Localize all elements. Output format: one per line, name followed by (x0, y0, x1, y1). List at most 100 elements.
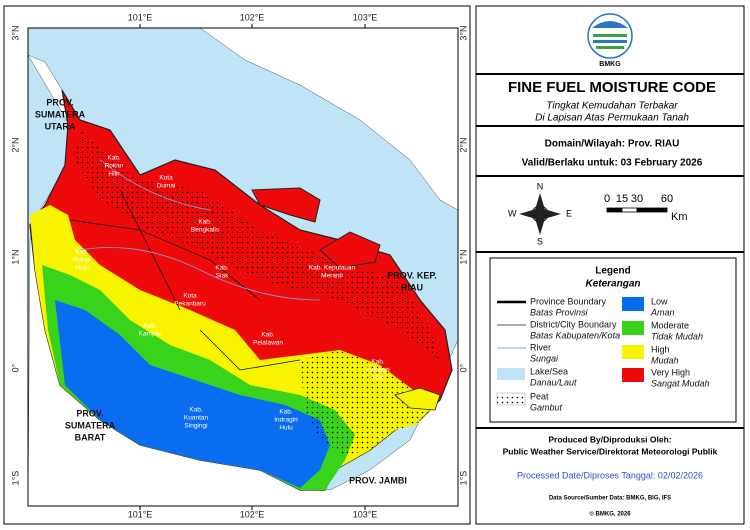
lon-label: 101°E (128, 509, 153, 519)
title: FINE FUEL MOISTURE CODE (508, 79, 716, 96)
logo (587, 13, 633, 59)
lat-label: 1°S (458, 471, 468, 486)
logo-text: BMKG (599, 61, 621, 68)
island (319, 231, 381, 269)
district-label: Kab. (107, 155, 121, 162)
legend-sublabel: Batas Provinsi (530, 307, 589, 317)
district-label: Hilir (372, 375, 384, 382)
legend-subtitle: Keterangan (585, 279, 640, 290)
map-labels: 101°E 101°E 102°E 102°E 103°E 103°E 3°N 3°N 2°N 2… (10, 12, 468, 519)
legend-sublabel: Danau/Laut (530, 377, 577, 387)
scale-label: 0 (604, 193, 610, 205)
district-label: Rokan (73, 257, 92, 264)
subtitle: Tingkat Kemudahan Terbakar (546, 101, 678, 112)
legend-label: Peat (530, 391, 549, 401)
province-label: PROV. (76, 408, 103, 418)
province-label: PROV. (46, 97, 73, 107)
legend-swatch (622, 368, 644, 382)
domain: Domain/Wilayah: Prov. RIAU (545, 139, 680, 150)
legend-label: Low (651, 296, 668, 306)
legend-symbol (496, 392, 526, 406)
district-boundary (69, 189, 301, 371)
lat-label: 1°S (10, 471, 20, 486)
compass-s: S (537, 236, 543, 246)
scale-label: 30 (631, 193, 643, 205)
peat (75, 130, 440, 360)
legend-swatch (622, 321, 644, 335)
scale-label: 15 (616, 193, 628, 205)
lat-label: 0° (458, 363, 468, 372)
legend-label: Province Boundary (530, 296, 607, 306)
province-label: SUMATERA (35, 109, 86, 119)
scale-segment (636, 207, 668, 213)
district-label: Indragiri (366, 367, 389, 374)
scale-segment (621, 207, 638, 213)
scale-bar: 0 15 30 60 Km (604, 193, 688, 223)
compass (519, 193, 561, 235)
legend-sublabel: Sangat Mudah (651, 378, 710, 388)
district-label: Kab. (261, 332, 275, 339)
lon-label: 103°E (353, 12, 378, 22)
legend-sublabel: Aman (650, 307, 675, 317)
subtitle: Di Lapisan Atas Permukaan Tanah (535, 113, 689, 124)
lat-label: 3°N (458, 25, 468, 40)
province-label: UTARA (45, 121, 76, 131)
credit-org: Public Weather Service/Direktorat Meteor… (503, 446, 718, 456)
legend-sublabel: Sungai (530, 353, 559, 363)
scale-unit: Km (671, 211, 688, 223)
district-label: Hulu (75, 265, 89, 272)
district-label: Pekanbaru (174, 301, 206, 308)
legend-label: Moderate (651, 320, 689, 330)
peat (300, 350, 430, 455)
district-label: Kota (159, 175, 173, 182)
legend-box (489, 257, 737, 423)
province-label: PROV. KEP. (387, 270, 437, 280)
legend-sublabel: Tidak Mudah (651, 331, 703, 341)
district-label: Kab. (189, 407, 203, 414)
lat-label: 0° (10, 363, 20, 372)
malaysia (199, 28, 458, 211)
province-label: PROV. JAMBI (349, 475, 407, 485)
district-label: Kab. Kepulauan (309, 265, 356, 272)
lat-label: 2°N (458, 137, 468, 152)
district-label: Kab. (279, 409, 293, 416)
legend-swatch (622, 345, 644, 359)
district-label: Kota (183, 293, 197, 300)
scale-label: 60 (661, 193, 673, 205)
district-label: Siak (216, 273, 229, 280)
copyright: © BMKG, 2026 (589, 511, 631, 518)
legend-title: Legend (595, 266, 631, 277)
lon-label: 101°E (128, 12, 153, 22)
district-label: Dumai (157, 183, 176, 190)
river (79, 159, 321, 301)
district-label: Kab. (371, 359, 385, 366)
legend-sublabel: Batas Kabupaten/Kota (530, 330, 620, 340)
lat-label: 1°N (458, 249, 468, 264)
district-label: Kab. (198, 219, 212, 226)
district-label: Meranti (321, 273, 343, 280)
lon-label: 102°E (240, 12, 265, 22)
lon-label: 102°E (240, 509, 265, 519)
processed-date: Processed Date/Diproses Tanggal: 02/02/2… (517, 470, 703, 480)
province-label: RIAU (401, 282, 423, 292)
legend-sublabel: Mudah (651, 355, 679, 365)
scale-segment (606, 207, 623, 213)
lat-label: 3°N (10, 25, 20, 40)
legend-swatch (622, 297, 644, 311)
legend-label: District/City Boundary (530, 319, 617, 329)
island (394, 387, 441, 411)
riau-low (55, 300, 330, 488)
district-label: Kab. (75, 249, 89, 256)
lat-label: 1°N (10, 249, 20, 264)
data-source: Data Source/Sumber Data: BMKG, BIG, IFS (549, 496, 671, 502)
district-label: Kuantan (184, 415, 209, 422)
map (28, 28, 458, 506)
legend-label: High (651, 344, 670, 354)
credit-produced: Produced By/Diproduksi Oleh: (548, 434, 671, 444)
legend-symbol (497, 368, 525, 380)
district-label: Indragiri (274, 417, 297, 424)
compass-w: W (508, 208, 517, 218)
district-label: Singingi (184, 423, 207, 430)
valid-date: Valid/Berlaku untuk: 03 February 2026 (522, 158, 703, 169)
legend-label: River (530, 342, 551, 352)
